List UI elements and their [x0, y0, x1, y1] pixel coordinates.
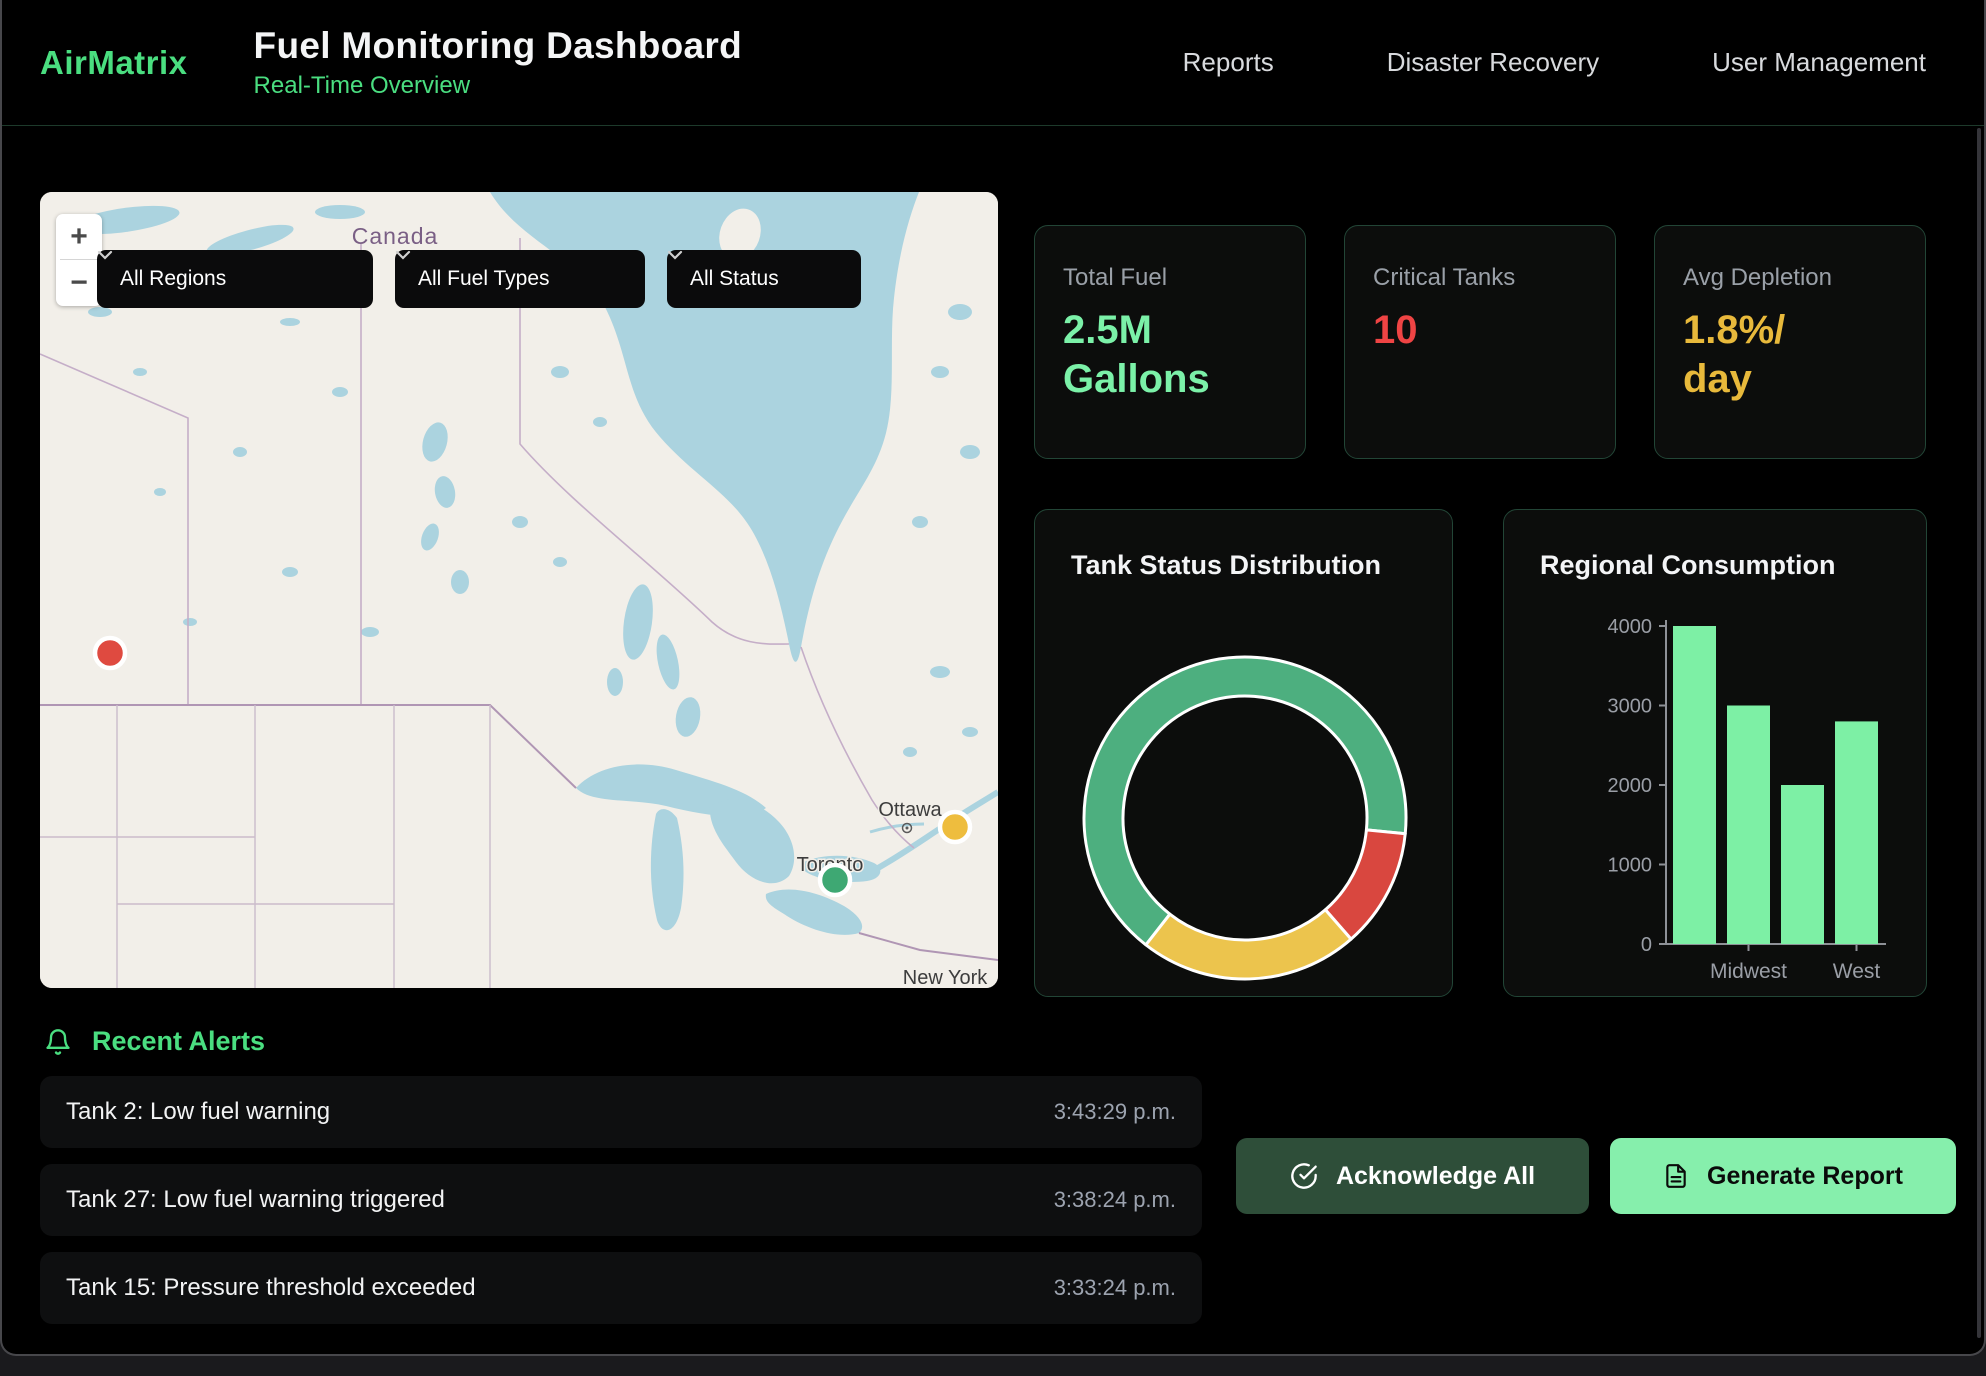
filter-status-value: All Status — [690, 267, 779, 291]
y-tick-label: 2000 — [1608, 775, 1653, 797]
chevron-down-icon — [395, 250, 411, 260]
page-subtitle: Real-Time Overview — [254, 72, 742, 100]
consumption-bar — [1673, 626, 1716, 944]
acknowledge-all-button[interactable]: Acknowledge All — [1236, 1138, 1589, 1214]
tank-marker-critical[interactable] — [95, 638, 125, 668]
report-file-icon — [1663, 1163, 1689, 1189]
map-label-new-york: New York — [903, 967, 988, 988]
stat-avg-depletion: Avg Depletion 1.8%/ day — [1654, 225, 1926, 459]
generate-report-label: Generate Report — [1707, 1162, 1903, 1191]
acknowledge-all-label: Acknowledge All — [1336, 1162, 1535, 1191]
title-block: Fuel Monitoring Dashboard Real-Time Over… — [254, 25, 742, 100]
y-tick-label: 1000 — [1608, 855, 1653, 877]
x-tick-label: Midwest — [1710, 960, 1787, 983]
y-tick-label: 3000 — [1608, 696, 1653, 718]
app-header: AirMatrix Fuel Monitoring Dashboard Real… — [2, 0, 1984, 126]
nav-reports[interactable]: Reports — [1183, 47, 1274, 78]
stat-label: Critical Tanks — [1373, 264, 1587, 292]
y-tick-label: 0 — [1641, 934, 1652, 956]
regional-consumption-bars: 0 1000 2000 3000 4000 Midwest West — [1504, 510, 1928, 998]
check-circle-icon — [1290, 1162, 1318, 1190]
alerts-header: Recent Alerts — [44, 1026, 265, 1057]
alert-message: Tank 2: Low fuel warning — [66, 1098, 330, 1126]
tank-status-donut — [1035, 510, 1454, 998]
page-title: Fuel Monitoring Dashboard — [254, 25, 742, 67]
filter-regions-select[interactable]: All Regions — [97, 250, 373, 308]
window-scrollbar[interactable] — [1977, 128, 1981, 1338]
consumption-bar — [1727, 706, 1770, 945]
alert-message: Tank 15: Pressure threshold exceeded — [66, 1274, 476, 1302]
stat-label: Avg Depletion — [1683, 264, 1897, 292]
y-tick-label: 4000 — [1608, 616, 1653, 638]
stat-total-fuel: Total Fuel 2.5M Gallons — [1034, 225, 1306, 459]
filter-fuel-types-value: All Fuel Types — [418, 267, 550, 291]
alert-row[interactable]: Tank 2: Low fuel warning 3:43:29 p.m. — [40, 1076, 1202, 1148]
nav-user-management[interactable]: User Management — [1712, 47, 1926, 78]
donut-segment-warning — [1146, 910, 1351, 979]
map-label-ottawa: Ottawa — [878, 799, 942, 821]
consumption-bar — [1835, 721, 1878, 944]
chevron-down-icon — [667, 250, 683, 260]
map-label-canada: Canada — [352, 223, 439, 249]
tank-marker-warning[interactable] — [940, 812, 970, 842]
alert-time: 3:38:24 p.m. — [1054, 1187, 1176, 1213]
filter-regions-value: All Regions — [120, 267, 226, 291]
tank-marker-normal[interactable] — [820, 865, 850, 895]
stat-cards: Total Fuel 2.5M Gallons Critical Tanks 1… — [1034, 225, 1926, 459]
map-zoom-control: + − — [56, 214, 102, 306]
x-tick-label: West — [1833, 960, 1881, 983]
filter-status-select[interactable]: All Status — [667, 250, 861, 308]
nav-disaster-recovery[interactable]: Disaster Recovery — [1387, 47, 1599, 78]
regional-consumption-card: Regional Consumption 01000200030004000Mi… — [1503, 509, 1927, 997]
consumption-bar — [1781, 785, 1824, 944]
bell-icon — [44, 1028, 72, 1056]
stat-critical-tanks: Critical Tanks 10 — [1344, 225, 1616, 459]
ottawa-town-dot — [906, 827, 909, 830]
chevron-down-icon — [97, 250, 113, 260]
alert-row[interactable]: Tank 27: Low fuel warning triggered 3:38… — [40, 1164, 1202, 1236]
alert-time: 3:33:24 p.m. — [1054, 1275, 1176, 1301]
generate-report-button[interactable]: Generate Report — [1610, 1138, 1956, 1214]
main-nav: Reports Disaster Recovery User Managemen… — [1183, 47, 1926, 78]
stat-value: 10 — [1373, 306, 1587, 355]
filter-fuel-types-select[interactable]: All Fuel Types — [395, 250, 645, 308]
brand-logo: AirMatrix — [40, 44, 188, 82]
zoom-in-button[interactable]: + — [56, 214, 102, 259]
zoom-out-button[interactable]: − — [56, 260, 102, 305]
stat-value: 2.5M Gallons — [1063, 306, 1277, 404]
alert-message: Tank 27: Low fuel warning triggered — [66, 1186, 445, 1214]
dashboard-window: AirMatrix Fuel Monitoring Dashboard Real… — [0, 0, 1986, 1356]
stat-value: 1.8%/ day — [1683, 306, 1897, 404]
alerts-heading: Recent Alerts — [92, 1026, 265, 1057]
map-canvas[interactable]: Canada Ottawa Toronto New York — [40, 192, 998, 988]
tank-status-card: Tank Status Distribution — [1034, 509, 1453, 997]
alert-row[interactable]: Tank 15: Pressure threshold exceeded 3:3… — [40, 1252, 1202, 1324]
alert-time: 3:43:29 p.m. — [1054, 1099, 1176, 1125]
stat-label: Total Fuel — [1063, 264, 1277, 292]
fuel-map[interactable]: Canada Ottawa Toronto New York + − All R… — [40, 192, 998, 988]
